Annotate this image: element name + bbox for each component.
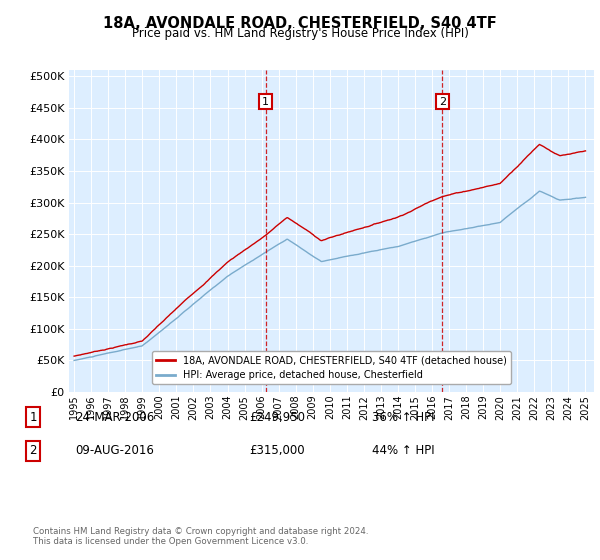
Text: 2: 2 — [439, 96, 446, 106]
Text: 36% ↑ HPI: 36% ↑ HPI — [372, 410, 434, 424]
Text: £315,000: £315,000 — [249, 444, 305, 458]
Text: 44% ↑ HPI: 44% ↑ HPI — [372, 444, 434, 458]
Text: 18A, AVONDALE ROAD, CHESTERFIELD, S40 4TF: 18A, AVONDALE ROAD, CHESTERFIELD, S40 4T… — [103, 16, 497, 31]
Text: 1: 1 — [29, 410, 37, 424]
Text: Contains HM Land Registry data © Crown copyright and database right 2024.
This d: Contains HM Land Registry data © Crown c… — [33, 526, 368, 546]
Text: 1: 1 — [262, 96, 269, 106]
Text: 2: 2 — [29, 444, 37, 458]
Text: £249,950: £249,950 — [249, 410, 305, 424]
Text: Price paid vs. HM Land Registry's House Price Index (HPI): Price paid vs. HM Land Registry's House … — [131, 27, 469, 40]
Text: 09-AUG-2016: 09-AUG-2016 — [75, 444, 154, 458]
Legend: 18A, AVONDALE ROAD, CHESTERFIELD, S40 4TF (detached house), HPI: Average price, : 18A, AVONDALE ROAD, CHESTERFIELD, S40 4T… — [152, 351, 511, 384]
Text: 24-MAR-2006: 24-MAR-2006 — [75, 410, 154, 424]
